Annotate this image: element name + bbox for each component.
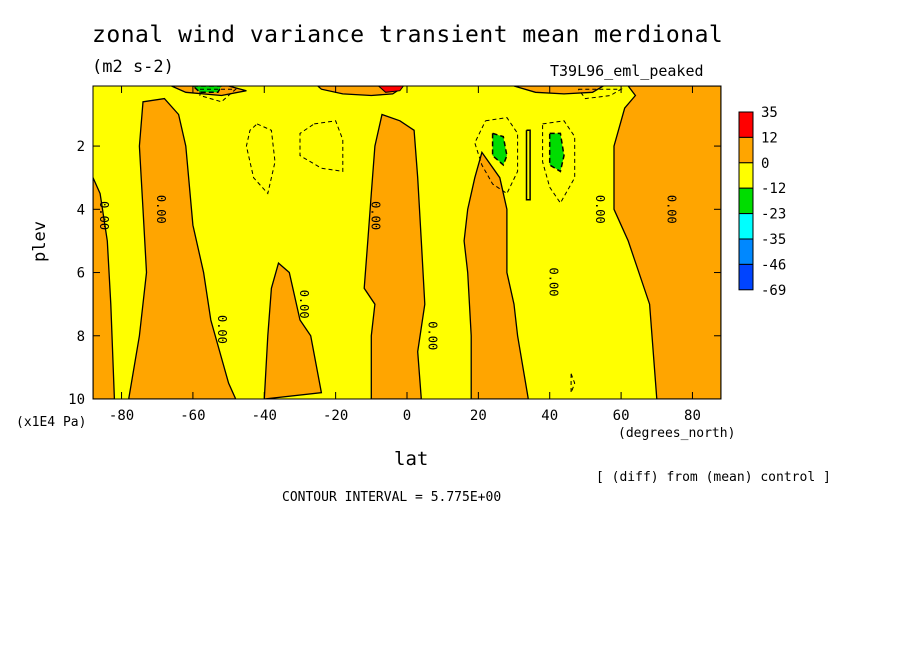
contour-label: 0.00: [593, 195, 607, 224]
colorbar-swatch: [738, 238, 754, 265]
x-unit-label: (degrees_north): [618, 426, 736, 441]
green-region: [491, 132, 508, 167]
x-tick-label: -80: [109, 408, 134, 424]
contour-label: 0.00: [425, 321, 439, 350]
contour-lines: [199, 88, 623, 393]
dashed-contour: [542, 120, 576, 204]
colorbar-swatch: [738, 263, 754, 291]
green-region: [548, 132, 565, 173]
y-tick-label: 8: [77, 329, 85, 345]
red-region: [377, 86, 405, 93]
solid-contour: [525, 129, 531, 201]
contour-labels: 0.00 0.00 0.00 0.00 0.00 0.00 0.00 0.00 0.00: [97, 195, 678, 350]
colorbar-label: 35: [761, 105, 778, 121]
dashed-contour: [199, 88, 238, 103]
y-axis: 2 4 6 8 10: [68, 139, 721, 408]
colorbar-label: -12: [761, 181, 786, 197]
diff-note: [ (diff) from (mean) control ]: [596, 470, 831, 485]
colorbar: 35 12 0 -12 -23 -35 -46 -69: [738, 105, 786, 299]
contour-label: 0.00: [368, 201, 382, 230]
orange-region: [613, 86, 721, 399]
x-tick-label: 40: [541, 408, 558, 424]
chart-title: zonal wind variance transient mean merdi…: [92, 22, 724, 48]
orange-region: [363, 113, 426, 399]
x-tick-label: -40: [252, 408, 277, 424]
y-tick-label: 10: [68, 392, 85, 408]
colorbar-label: 12: [761, 130, 778, 146]
colorbar-swatch: [738, 136, 754, 164]
contour-label: 0.00: [297, 290, 311, 319]
orange-region: [93, 177, 116, 399]
x-tick-label: 0: [403, 408, 411, 424]
contour-label: 0.00: [547, 268, 561, 297]
colorbar-swatch: [738, 111, 754, 138]
dashed-contour: [299, 120, 344, 172]
x-axis-label: lat: [394, 448, 429, 470]
colorbar-label: -46: [761, 257, 786, 273]
x-axis: -80 -60 -40 -20 0 20 40 60 80: [109, 86, 701, 424]
colorbar-swatch: [738, 162, 754, 189]
dashed-contour: [245, 123, 276, 195]
x-tick-label: 60: [613, 408, 630, 424]
x-tick-label: 20: [470, 408, 487, 424]
y-tick-label: 2: [77, 139, 85, 155]
orange-region: [263, 261, 323, 399]
contour-label: 0.00: [154, 195, 168, 224]
dashed-contour: [570, 373, 576, 393]
orange-region: [463, 150, 529, 399]
filled-regions: [93, 86, 721, 399]
contour-label: 0.00: [664, 195, 678, 224]
colorbar-swatch: [738, 187, 754, 215]
y-tick-label: 4: [77, 202, 85, 218]
x-tick-label: 80: [684, 408, 701, 424]
run-label: T39L96_eml_peaked: [550, 62, 704, 80]
colorbar-swatch: [738, 213, 754, 240]
dashed-contour: [474, 117, 519, 195]
colorbar-label: -23: [761, 207, 786, 223]
colorbar-label: -35: [761, 232, 786, 248]
contour-label: 0.00: [215, 315, 229, 344]
contour-label: 0.00: [97, 201, 111, 230]
orange-region: [513, 86, 605, 95]
dashed-contour: [577, 88, 623, 100]
orange-region: [128, 97, 237, 399]
x-tick-label: -60: [180, 408, 205, 424]
y-unit-label: (x1E4 Pa): [16, 415, 87, 430]
y-tick-label: 6: [77, 266, 85, 282]
contour-interval-label: CONTOUR INTERVAL = 5.775E+00: [282, 490, 502, 505]
x-tick-label: -20: [323, 408, 348, 424]
colorbar-label: -69: [761, 283, 786, 299]
colorbar-label: 0: [761, 156, 769, 172]
units-label: (m2 s-2): [92, 57, 174, 77]
